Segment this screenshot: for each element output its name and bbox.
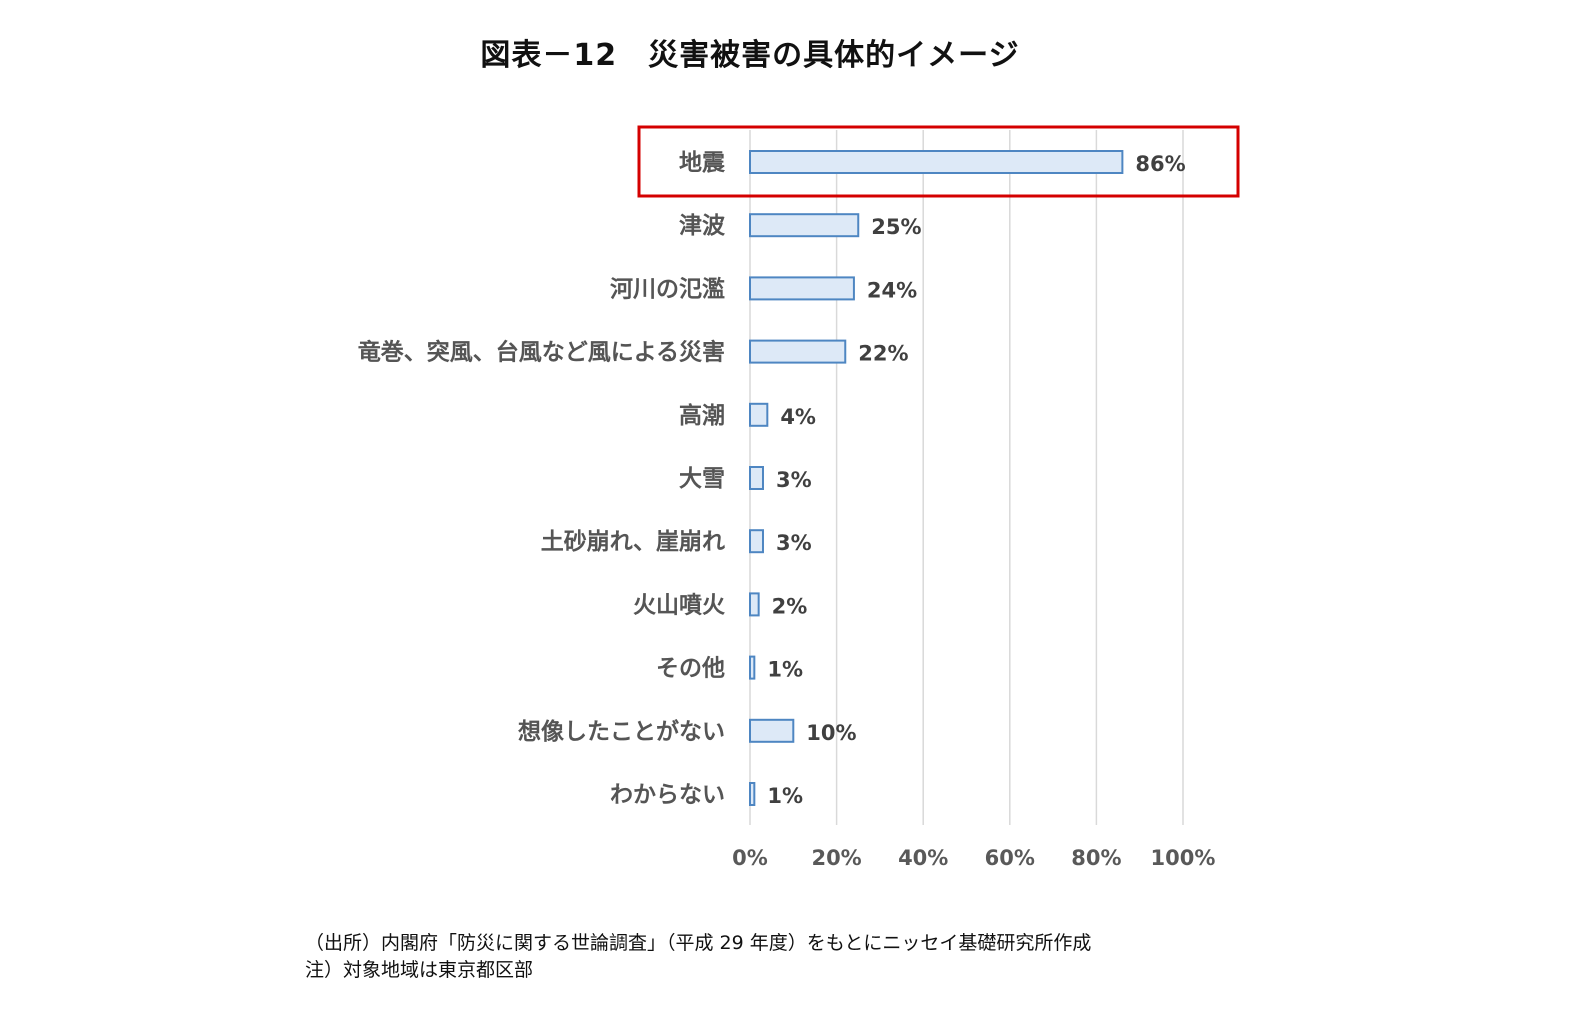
category-label: 高潮 [679,402,725,429]
bar [749,655,756,680]
footer: （出所）内閣府「防災に関する世論調査」（平成 29 年度）をもとにニッセイ基礎研… [305,930,1091,984]
category-label: 土砂崩れ、崖崩れ [541,528,725,555]
data-label: 22% [858,342,908,366]
category-labels: 地震津波河川の氾濫竜巻、突風、台風など風による災害高潮大雪土砂崩れ、崖崩れ火山噴… [358,150,726,808]
x-tick-label: 0% [732,846,768,870]
bar [749,276,855,301]
bar [749,592,760,617]
highlight-box [637,125,1240,198]
data-label: 4% [780,405,816,429]
x-tick-label: 100% [1151,846,1216,870]
category-label: 地震 [679,150,726,176]
chart-title: 図表－12 災害被害の具体的イメージ [480,38,1020,73]
category-label: 津波 [679,212,726,239]
category-label: 大雪 [679,466,725,492]
data-label: 2% [772,594,808,618]
data-label: 25% [871,215,921,239]
x-tick-label: 40% [898,846,948,870]
bar [749,339,847,364]
category-label: わからない [610,782,725,808]
x-axis-ticks: 0% 20% 40% 60% 80% 100% [732,846,1215,870]
data-label: 3% [776,468,812,492]
bar [749,782,756,806]
data-label: 1% [767,784,803,808]
bar [749,718,795,743]
bar [749,466,764,490]
highlight-layer [637,125,1240,198]
x-tick-label: 80% [1071,846,1121,870]
data-label: 10% [806,721,856,745]
x-tick-label: 60% [985,846,1035,870]
bar [749,529,764,554]
region-note: 注）対象地域は東京都区部 [305,959,534,981]
bar [749,213,860,238]
data-label: 3% [776,531,812,555]
value-labels: 86% 25% 24% 22% 4% 3% 3% 2% 1% 10% 1% [767,152,1185,808]
data-label: 24% [867,278,917,302]
bar [749,150,1124,174]
data-label: 1% [767,658,803,682]
bar [749,402,769,427]
bars [749,150,1124,806]
category-label: 河川の氾濫 [610,275,725,302]
category-label: その他 [656,656,725,682]
category-label: 火山噴火 [633,591,725,618]
x-tick-label: 20% [811,846,861,870]
grid-lines [749,130,1184,825]
category-label: 竜巻、突風、台風など風による災害 [358,339,725,366]
source-note: （出所）内閣府「防災に関する世論調査」（平成 29 年度）をもとにニッセイ基礎研… [305,932,1092,954]
category-label: 想像したことがない [518,718,725,745]
data-label: 86% [1135,152,1185,176]
